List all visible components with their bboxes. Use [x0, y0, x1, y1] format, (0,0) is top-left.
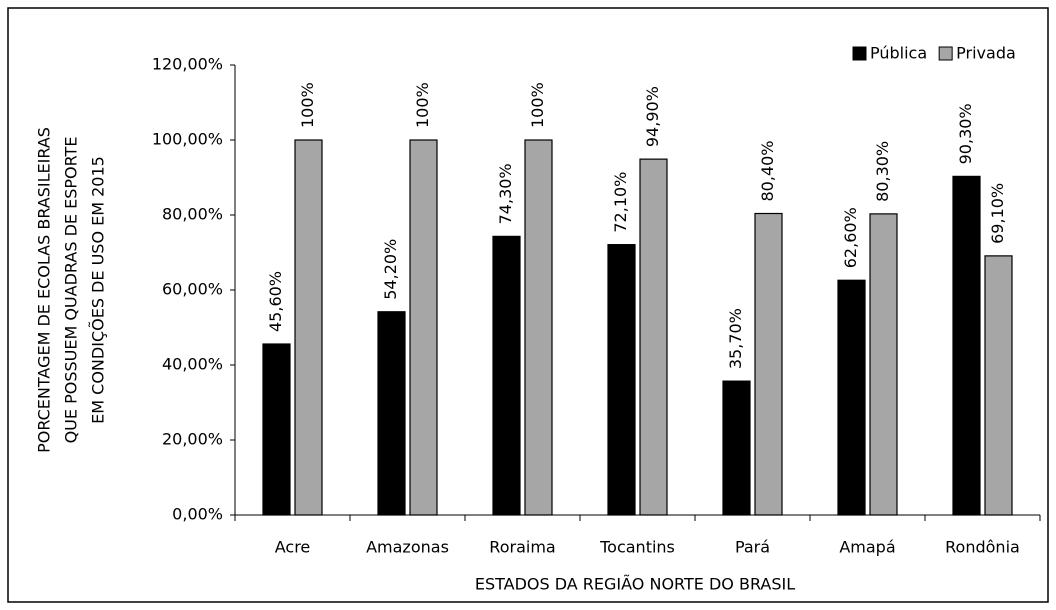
data-label: 69,10% [988, 183, 1007, 244]
bar [952, 175, 981, 516]
bar [492, 235, 521, 516]
bar [639, 158, 668, 516]
x-tick-label: Rondônia [945, 538, 1020, 557]
y-tick-label: 40,00% [162, 355, 223, 374]
legend-label: Privada [956, 44, 1016, 63]
data-label: 90,30% [956, 103, 975, 164]
y-axis-label: PORCENTAGEM DE ECOLAS BRASILEIRAS [35, 127, 54, 453]
data-label: 74,30% [496, 163, 515, 224]
bar [377, 311, 406, 516]
bar [984, 255, 1013, 516]
bar [869, 213, 898, 516]
y-axis-label: QUE POSSUEM QUADRAS DE ESPORTE [62, 137, 81, 444]
y-tick-label: 20,00% [162, 430, 223, 449]
x-tick-label: Roraima [489, 538, 555, 557]
bar [524, 139, 553, 516]
x-axis-label: ESTADOS DA REGIÃO NORTE DO BRASIL [475, 575, 795, 594]
legend-swatch [938, 46, 953, 61]
data-label: 100% [298, 82, 317, 128]
x-tick-label: Amazonas [366, 538, 449, 557]
bar [722, 380, 751, 516]
data-label: 35,70% [726, 308, 745, 369]
data-label: 54,20% [381, 239, 400, 300]
x-tick-label: Acre [275, 538, 311, 557]
y-axis-label: EM CONDIÇÕES DE USO EM 2015 [89, 156, 108, 424]
data-label: 72,10% [611, 172, 630, 233]
legend-swatch [852, 46, 867, 61]
y-tick-label: 0,00% [172, 505, 223, 524]
bar [837, 279, 866, 516]
y-tick-label: 120,00% [152, 55, 223, 74]
data-label: 94,90% [643, 86, 662, 147]
bar [607, 244, 636, 516]
data-label: 100% [413, 82, 432, 128]
x-tick-label: Pará [735, 538, 770, 557]
data-label: 100% [528, 82, 547, 128]
x-tick-label: Tocantins [599, 538, 675, 557]
data-label: 80,40% [758, 140, 777, 201]
bar [294, 139, 323, 516]
y-tick-label: 80,00% [162, 205, 223, 224]
legend-label: Pública [870, 44, 927, 63]
bar [409, 139, 438, 516]
bar [754, 212, 783, 516]
data-label: 62,60% [841, 207, 860, 268]
bar [262, 343, 291, 516]
y-tick-label: 100,00% [152, 130, 223, 149]
x-tick-label: Amapá [839, 538, 895, 557]
y-tick-label: 60,00% [162, 280, 223, 299]
data-label: 80,30% [873, 141, 892, 202]
data-label: 45,60% [266, 271, 285, 332]
